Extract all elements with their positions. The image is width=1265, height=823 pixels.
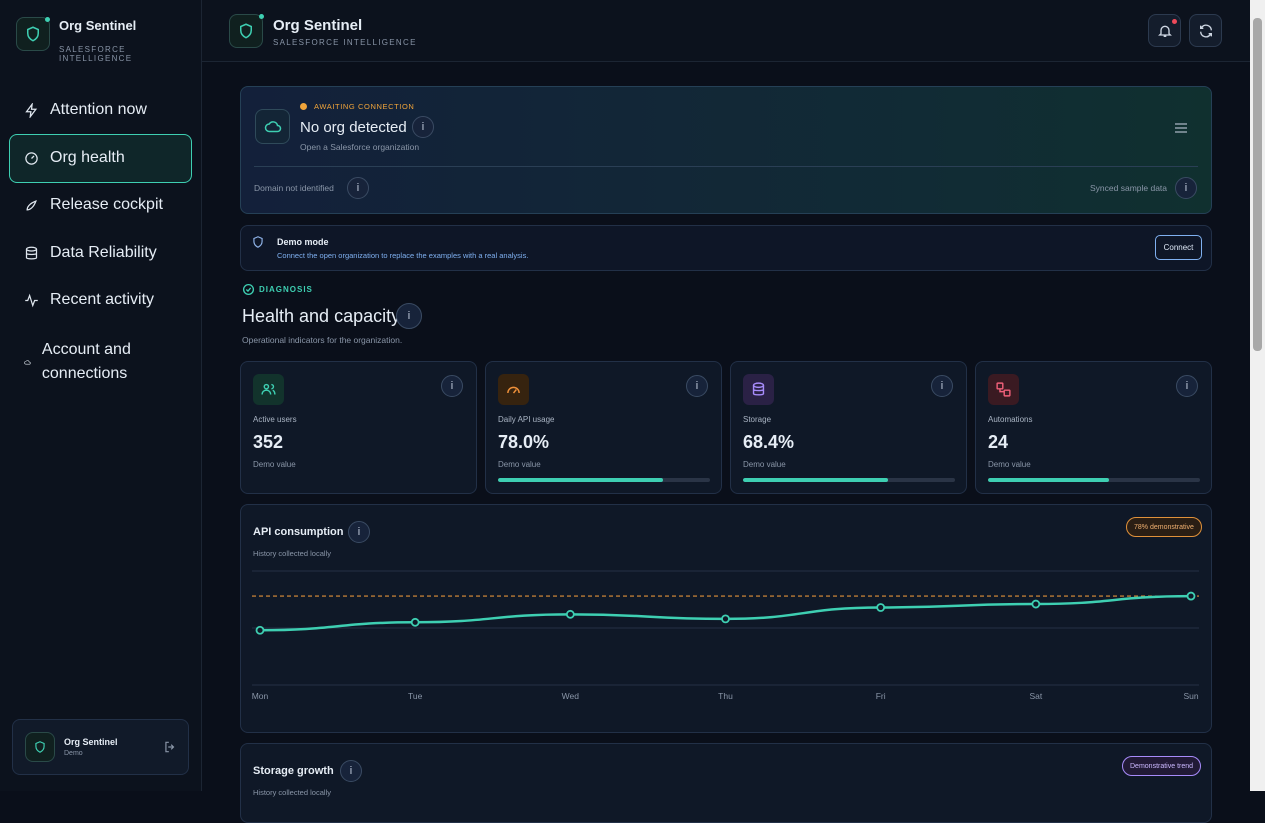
- metric-label: Storage: [743, 415, 772, 424]
- demo-text: Connect the open organization to replace…: [277, 251, 529, 260]
- section-subtitle: Operational indicators for the organizat…: [242, 335, 403, 345]
- metric-label: Automations: [988, 415, 1033, 424]
- x-tick-label: Tue: [408, 691, 423, 701]
- metric-card: i Active users 352 Demo value: [240, 361, 477, 494]
- point: [1031, 599, 1041, 609]
- nav-item[interactable]: Org health: [24, 149, 125, 167]
- chart-title: API consumption: [253, 526, 344, 538]
- logo: [16, 17, 50, 51]
- point: [876, 603, 886, 612]
- org-card: AWAITING CONNECTION No org detected i Op…: [240, 86, 1212, 214]
- brand-title: Org Sentinel: [59, 18, 137, 33]
- storage-chart-card: Storage growth i History collected local…: [240, 743, 1212, 823]
- org-sync: Synced sample data: [1090, 183, 1168, 193]
- metric-card: i Automations 24 Demo value: [975, 361, 1212, 494]
- progress-fill: [498, 478, 664, 482]
- chart-subtitle: History collected locally: [253, 549, 331, 558]
- org-status: AWAITING CONNECTION: [314, 102, 415, 111]
- section-title: Health and capacity: [242, 306, 401, 326]
- x-tick-label: Fri: [876, 691, 886, 701]
- metric-note: Demo value: [253, 460, 296, 469]
- nav-label: Account and connections: [41, 341, 131, 382]
- progress-track: [743, 478, 955, 482]
- nav-label: Data Reliability: [50, 244, 157, 261]
- header: Org Sentinel SALESFORCE INTELLIGENCE: [202, 0, 1250, 62]
- metric-label: Active users: [253, 415, 297, 424]
- line: [259, 594, 1192, 632]
- nav-label: Org health: [50, 149, 125, 166]
- header-subtitle: SALESFORCE INTELLIGENCE: [273, 38, 417, 47]
- metric-label: Daily API usage: [498, 415, 555, 424]
- nav-item[interactable]: Attention now: [24, 101, 147, 119]
- progress-fill: [743, 478, 888, 482]
- refresh-button[interactable]: [1189, 14, 1222, 47]
- nav-label: Recent activity: [50, 291, 155, 308]
- nav-label: Release cockpit: [50, 196, 163, 213]
- user-card[interactable]: Org Sentinel Demo: [12, 719, 189, 775]
- metric-note: Demo value: [988, 460, 1031, 469]
- metric-value: 352: [253, 432, 284, 452]
- chart-title: Storage growth: [253, 765, 334, 777]
- brand-subtitle: SALESFORCE INTELLIGENCE: [59, 45, 133, 63]
- progress-fill: [988, 478, 1109, 482]
- active-nav: [9, 134, 192, 183]
- x-tick-label: Sat: [1029, 691, 1042, 701]
- point: [721, 614, 730, 624]
- x-tick-label: Wed: [562, 691, 580, 701]
- x-tick-label: Sun: [1183, 691, 1198, 701]
- progress-track: [498, 478, 710, 482]
- nav-item[interactable]: Recent activity: [24, 291, 154, 309]
- scrollbar[interactable]: [1250, 0, 1265, 791]
- nav-item[interactable]: Release cockpit: [24, 196, 163, 214]
- nav-item[interactable]: Account and connections: [24, 338, 154, 386]
- metric-card: i Storage 68.4% Demo value: [730, 361, 967, 494]
- metric-note: Demo value: [743, 460, 786, 469]
- demo-title: Demo mode: [277, 237, 329, 247]
- user-role: Demo: [64, 750, 83, 757]
- section-eyebrow: DIAGNOSIS: [259, 285, 313, 294]
- progress-track: [988, 478, 1200, 482]
- metric-value: 78.0%: [498, 432, 550, 452]
- chart-badge: 78% demonstrative: [1126, 517, 1202, 537]
- header-title: Org Sentinel: [273, 17, 363, 34]
- metric-note: Demo value: [498, 460, 541, 469]
- org-subtitle: Open a Salesforce organization: [300, 142, 420, 152]
- metric-value: 24: [988, 432, 1009, 452]
- point: [565, 609, 575, 619]
- connect-button[interactable]: Connect: [1155, 235, 1202, 260]
- point: [1186, 591, 1196, 601]
- chart-badge: Demonstrative trend: [1122, 756, 1202, 776]
- chart-subtitle: History collected locally: [253, 788, 331, 797]
- x-tick-label: Mon: [252, 691, 269, 701]
- sidebar: Org Sentinel SALESFORCE INTELLIGENCE Att…: [0, 0, 202, 791]
- nav-label: Attention now: [50, 101, 147, 118]
- user-name: Org Sentinel: [64, 737, 118, 747]
- demo-banner: Demo mode Connect the open organization …: [240, 225, 1212, 271]
- point: [255, 625, 265, 635]
- org-domain: Domain not identified: [254, 183, 334, 193]
- api-chart: Mon Tue Wed Thu Fri Sat Sun: [252, 570, 1199, 701]
- org-title: No org detected: [300, 119, 407, 136]
- x-tick-label: Thu: [718, 691, 733, 701]
- point: [410, 617, 420, 627]
- metric-value: 68.4%: [743, 432, 795, 452]
- nav-item[interactable]: Data Reliability: [24, 244, 157, 262]
- metric-card: i Daily API usage 78.0% Demo value: [485, 361, 722, 494]
